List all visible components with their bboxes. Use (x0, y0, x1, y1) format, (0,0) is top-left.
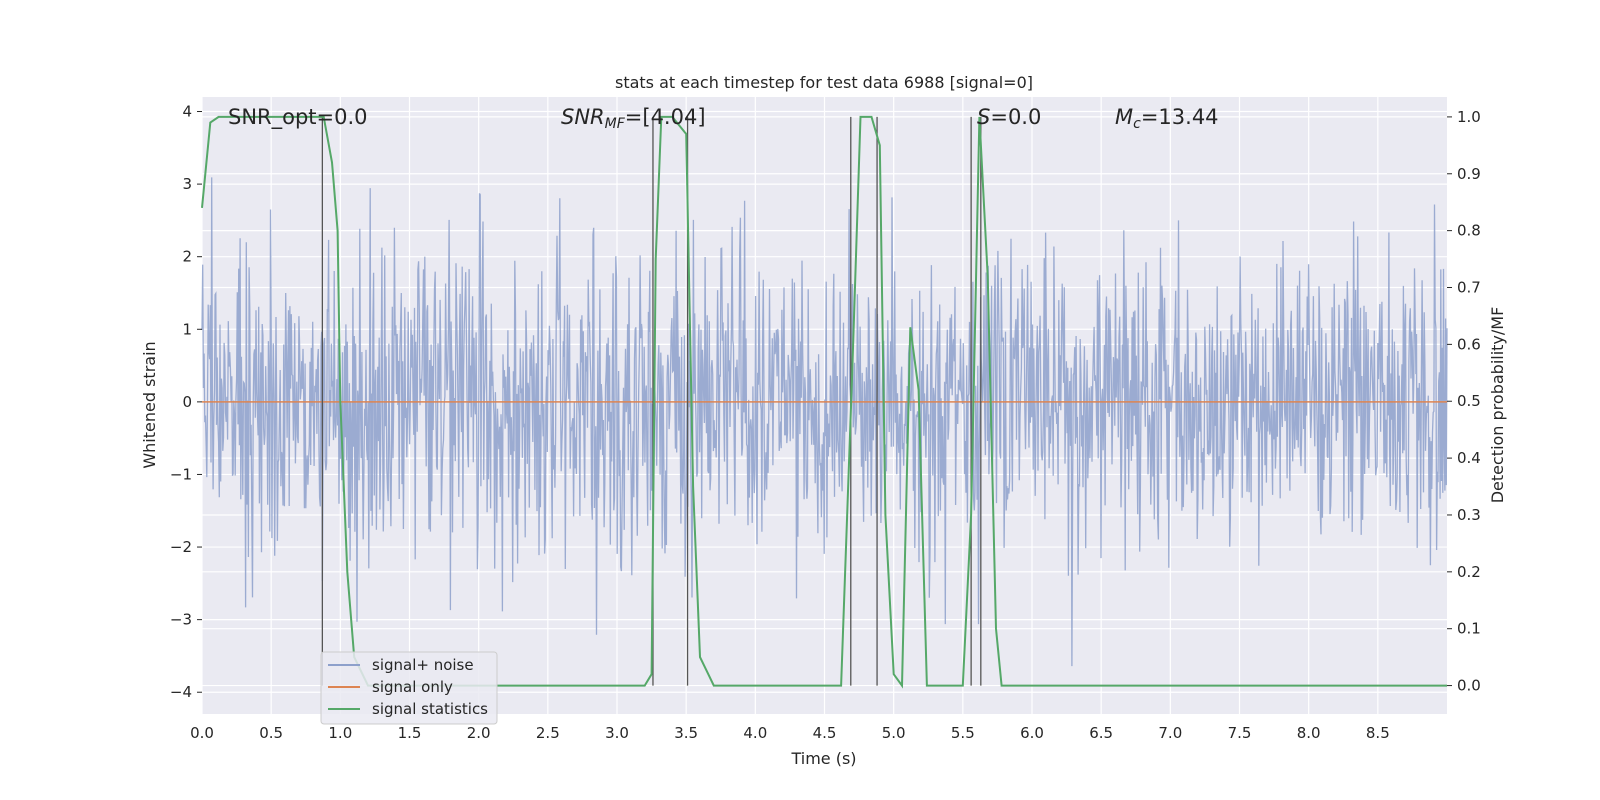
mc-symbol: M (1115, 105, 1133, 129)
y2-tick-label: 0.4 (1457, 449, 1481, 467)
snr-mf-symbol: SNR (561, 105, 605, 129)
x-tick-label: 6.0 (1020, 724, 1044, 742)
x-tick-label: 5.0 (882, 724, 906, 742)
x-tick-label: 3.5 (674, 724, 698, 742)
y2-ticks: 0.0 0.1 0.2 0.3 0.4 0.5 0.6 0.7 0.8 0.9 1.0 (1447, 108, 1481, 695)
y2-tick-label: 0.6 (1457, 335, 1481, 353)
x-tick-label: 7.0 (1158, 724, 1182, 742)
y-ticks: −4 −3 −2 −1 0 1 2 3 4 (170, 103, 202, 701)
y-axis-label: Whitened strain (140, 341, 159, 468)
annotation-mc: Mc=13.44 (1115, 105, 1219, 132)
x-tick-label: 1.5 (398, 724, 422, 742)
y2-tick-label: 0.5 (1457, 392, 1481, 410)
x-tick-label: 8.0 (1297, 724, 1321, 742)
x-tick-label: 8.5 (1366, 724, 1390, 742)
snr-mf-subscript: MF (605, 116, 626, 132)
y2-tick-label: 0.2 (1457, 563, 1481, 581)
s-symbol: S (977, 105, 990, 129)
y2-tick-label: 0.1 (1457, 620, 1481, 638)
y2-tick-label: 0.0 (1457, 677, 1481, 695)
x-tick-label: 4.0 (743, 724, 767, 742)
noise-line (201, 177, 1448, 667)
x-tick-label: 4.5 (813, 724, 837, 742)
x-tick-label: 1.0 (328, 724, 352, 742)
annotation-s: S=0.0 (977, 105, 1041, 129)
y2-tick-label: 0.7 (1457, 279, 1481, 297)
legend: signal+ noise signal only signal statist… (320, 651, 498, 725)
x-tick-label: 7.5 (1228, 724, 1252, 742)
y2-tick-label: 0.8 (1457, 222, 1481, 240)
y-tick-label: −3 (170, 611, 192, 629)
series-signal-statistics (201, 115, 1447, 689)
y-tick-label: 0 (182, 393, 192, 411)
chart-title: stats at each timestep for test data 698… (615, 73, 1033, 92)
y2-tick-label: 0.3 (1457, 506, 1481, 524)
x-tick-label: 6.5 (1089, 724, 1113, 742)
y2-tick-label: 0.9 (1457, 165, 1481, 183)
series-signal-noise (201, 177, 1448, 667)
x-tick-label: 2.0 (467, 724, 491, 742)
y-tick-label: 4 (182, 103, 192, 121)
mc-subscript: c (1133, 116, 1141, 132)
snr-mf-value: =[4.04] (625, 105, 706, 129)
s-value: =0.0 (990, 105, 1041, 129)
y2-tick-label: 1.0 (1457, 108, 1481, 126)
y-tick-label: 3 (182, 175, 192, 193)
x-tick-label: 3.0 (605, 724, 629, 742)
legend-label-signal-statistics: signal statistics (372, 700, 488, 718)
x-ticks: 0.0 0.5 1.0 1.5 2.0 2.5 3.0 3.5 4.0 4.5 5.0 5.5 6.0 6… (190, 724, 1390, 742)
y-tick-label: −1 (170, 465, 192, 483)
y-tick-label: −4 (170, 683, 192, 701)
statistics-line (201, 115, 1447, 689)
y-tick-label: 1 (182, 320, 192, 338)
x-axis-label: Time (s) (790, 749, 856, 768)
annotation-snr-opt: SNR_opt=0.0 (228, 105, 368, 130)
x-tick-label: 0.5 (259, 724, 283, 742)
y2-axis-label: Detection probability/MF (1488, 307, 1507, 504)
x-tick-label: 0.0 (190, 724, 214, 742)
x-tick-label: 5.5 (951, 724, 975, 742)
legend-box (320, 651, 498, 725)
legend-label-signal-only: signal only (372, 678, 453, 696)
y-tick-label: −2 (170, 538, 192, 556)
y-tick-label: 2 (182, 248, 192, 266)
mc-value: =13.44 (1141, 105, 1219, 129)
legend-label-signal-noise: signal+ noise (372, 656, 474, 674)
x-tick-label: 2.5 (536, 724, 560, 742)
annotation-snr-mf: SNRMF=[4.04] (561, 105, 706, 132)
